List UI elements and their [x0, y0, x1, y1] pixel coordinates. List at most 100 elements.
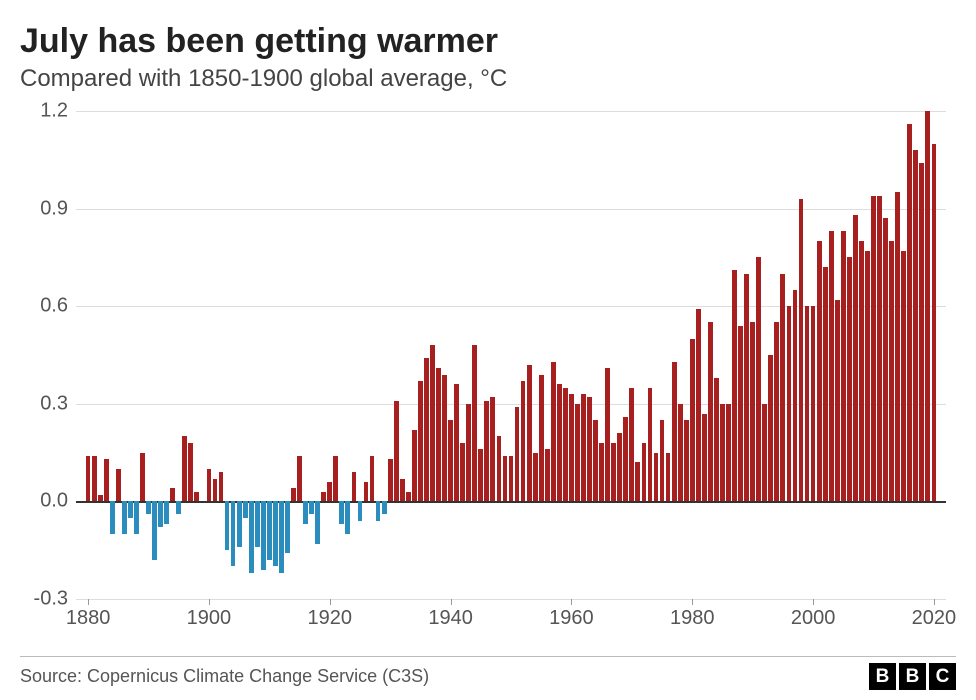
temperature-bar [587, 397, 592, 501]
temperature-bar [164, 501, 169, 524]
x-axis-tick [692, 599, 693, 605]
temperature-bar [648, 388, 653, 502]
temperature-bar [188, 443, 193, 502]
temperature-bar [889, 241, 894, 501]
temperature-bar [581, 394, 586, 501]
temperature-bar [436, 368, 441, 501]
temperature-bar [327, 482, 332, 502]
x-axis-label: 1960 [549, 607, 594, 630]
temperature-bar [442, 375, 447, 502]
temperature-bar [376, 501, 381, 521]
temperature-bar [521, 381, 526, 501]
temperature-bar [128, 501, 133, 517]
x-axis-tick [451, 599, 452, 605]
temperature-bar [744, 274, 749, 502]
bbc-logo-letter: B [899, 663, 926, 690]
temperature-bar [684, 420, 689, 501]
temperature-bar [805, 306, 810, 501]
temperature-bar [871, 196, 876, 502]
temperature-bar [563, 388, 568, 502]
temperature-bar [382, 501, 387, 514]
temperature-bar [309, 501, 314, 514]
temperature-bar [86, 456, 91, 502]
temperature-bar [478, 449, 483, 501]
y-axis-label: -0.3 [34, 588, 68, 611]
temperature-bar [364, 482, 369, 502]
temperature-bar [726, 404, 731, 502]
temperature-bar [847, 257, 852, 501]
temperature-bar [472, 345, 477, 501]
temperature-bar [629, 388, 634, 502]
temperature-bar [527, 365, 532, 502]
temperature-bar [654, 453, 659, 502]
temperature-bar [907, 124, 912, 501]
temperature-bar [569, 394, 574, 501]
temperature-bar [635, 462, 640, 501]
temperature-bar [406, 492, 411, 502]
temperature-bar [515, 407, 520, 501]
temperature-bar [774, 322, 779, 501]
temperature-bar [672, 362, 677, 502]
temperature-bar [339, 501, 344, 524]
x-axis-tick [88, 599, 89, 605]
temperature-bar [720, 404, 725, 502]
y-axis-label: 0.0 [40, 490, 68, 513]
temperature-bar [708, 322, 713, 501]
temperature-bar [225, 501, 230, 550]
temperature-bar [817, 241, 822, 501]
x-axis-label: 1880 [66, 607, 111, 630]
temperature-bar [932, 144, 937, 502]
x-axis-label: 2020 [912, 607, 957, 630]
temperature-bar [92, 456, 97, 502]
y-axis-label: 0.3 [40, 392, 68, 415]
temperature-bar [182, 436, 187, 501]
temperature-bar [158, 501, 163, 527]
temperature-bar [865, 251, 870, 502]
temperature-bar [170, 488, 175, 501]
temperature-bar [829, 231, 834, 501]
bbc-logo: B B C [869, 663, 956, 690]
temperature-bar [297, 456, 302, 502]
temperature-bar [497, 436, 502, 501]
temperature-bar [780, 274, 785, 502]
temperature-bar [811, 306, 816, 501]
temperature-bar [194, 492, 199, 502]
temperature-bar [448, 420, 453, 501]
temperature-bar [545, 449, 550, 501]
temperature-bar [605, 368, 610, 501]
temperature-bar [690, 339, 695, 502]
temperature-bar [430, 345, 435, 501]
temperature-bar [593, 420, 598, 501]
temperature-bar [484, 401, 489, 502]
temperature-bar [611, 443, 616, 502]
temperature-bar [213, 479, 218, 502]
temperature-bar [400, 479, 405, 502]
temperature-bar [285, 501, 290, 553]
temperature-bar [152, 501, 157, 560]
y-axis-label: 0.6 [40, 295, 68, 318]
temperature-bar [533, 453, 538, 502]
temperature-bar [696, 309, 701, 501]
y-axis-label: 0.9 [40, 197, 68, 220]
bbc-logo-letter: B [869, 663, 896, 690]
temperature-bar [116, 469, 121, 502]
x-axis-label: 2000 [791, 607, 836, 630]
temperature-bar [714, 378, 719, 502]
temperature-bar [110, 501, 115, 534]
temperature-bar [424, 358, 429, 501]
x-axis-tick [209, 599, 210, 605]
temperature-bar [793, 290, 798, 501]
temperature-bar [345, 501, 350, 534]
temperature-bar [333, 456, 338, 502]
x-axis-label: 1980 [670, 607, 715, 630]
temperature-bar [841, 231, 846, 501]
temperature-bar [249, 501, 254, 573]
temperature-bar [551, 362, 556, 502]
temperature-bar [762, 404, 767, 502]
temperature-bar [853, 215, 858, 501]
temperature-bar [279, 501, 284, 573]
temperature-bar [623, 417, 628, 502]
x-axis-label: 1900 [187, 607, 232, 630]
temperature-bar [575, 404, 580, 502]
bbc-logo-letter: C [929, 663, 956, 690]
